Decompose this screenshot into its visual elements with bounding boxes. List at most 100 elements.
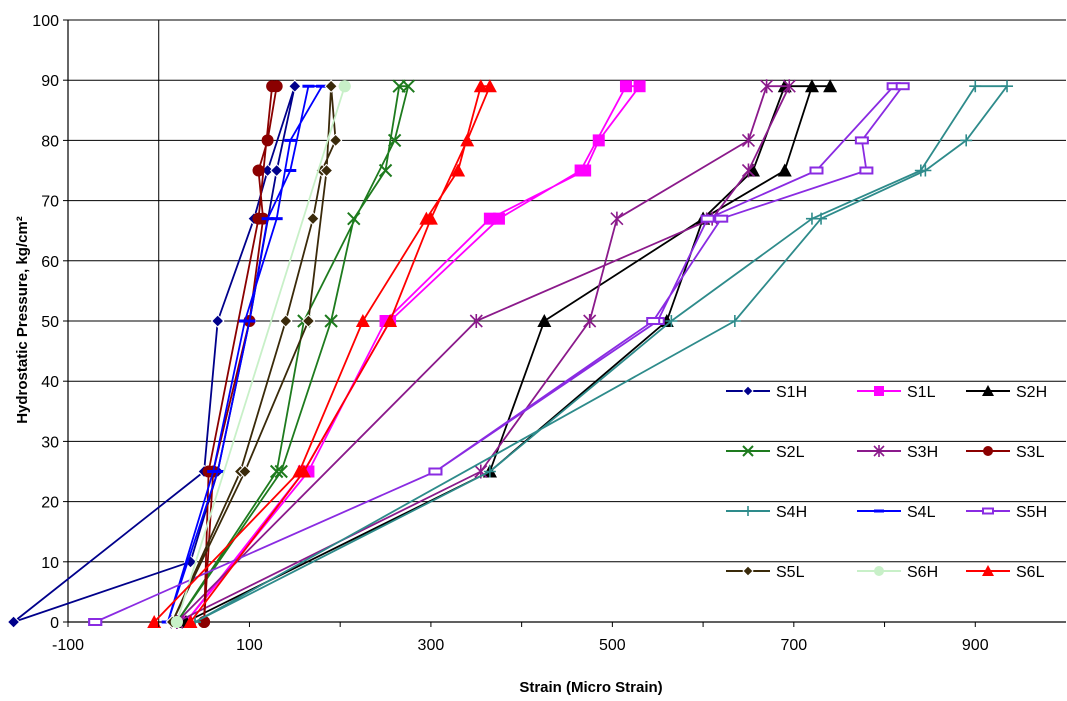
series-S2H [178, 79, 838, 628]
data-point-S4H [919, 164, 932, 177]
data-point-S6H [338, 80, 351, 93]
data-point-S1L [579, 164, 592, 177]
series-line-S6L [153, 85, 491, 623]
legend-item-S5H: S5H [966, 504, 1047, 521]
series-line-S5H [94, 85, 904, 623]
data-point-S5L [306, 211, 320, 226]
data-point-S3L [252, 164, 265, 177]
data-point-S2H [804, 79, 819, 93]
data-point-S4L [270, 217, 283, 221]
data-point-S5H [428, 467, 443, 476]
series-line-S1L [185, 85, 641, 623]
legend-label: S6L [1016, 564, 1045, 581]
data-point-S1H [288, 79, 302, 93]
data-point-S5H [859, 166, 874, 175]
data-point-S2L [274, 464, 288, 479]
data-point-S5H [700, 214, 715, 223]
y-tick-label: 50 [41, 314, 59, 331]
data-point-S1L [619, 80, 632, 93]
data-point-S2L [324, 314, 338, 328]
data-point-S3H [610, 211, 624, 226]
legend-marker [874, 386, 884, 396]
data-point-S5L [279, 314, 293, 328]
data-point-S2H [823, 79, 838, 93]
data-point-S4L [284, 169, 297, 172]
data-point-S4H [665, 315, 678, 327]
series-S4L [161, 84, 329, 624]
x-axis-title: Strain (Micro Strain) [519, 679, 662, 696]
data-point-S3L [266, 80, 279, 93]
data-point-S5L [238, 464, 252, 479]
data-point-S2L [401, 79, 415, 93]
legend-label: S6H [907, 564, 938, 581]
data-point-S5H [854, 136, 869, 145]
data-point-S6H [170, 616, 183, 628]
data-point-S4L [238, 319, 251, 323]
data-point-S2H [537, 314, 552, 327]
data-point-S6L [423, 211, 438, 225]
y-tick-label: 70 [41, 194, 59, 211]
data-point-S5L [301, 314, 316, 328]
legend-item-S6L: S6L [966, 564, 1045, 581]
x-tick-label: 500 [599, 637, 626, 654]
data-point-S4H [815, 212, 828, 225]
data-point-S6L [460, 133, 475, 147]
series-layer [6, 79, 1014, 629]
legend-label: S1L [907, 384, 936, 401]
data-point-S4L [207, 470, 220, 473]
data-point-S6L [183, 615, 198, 628]
y-tick-label: 60 [41, 254, 59, 271]
data-point-S1L [633, 80, 646, 93]
data-point-S5H [895, 82, 910, 91]
legend-marker [874, 509, 884, 513]
data-point-S1H [6, 615, 21, 629]
data-point-S3H [741, 133, 756, 148]
data-point-S5H [88, 618, 103, 626]
ticks-layer: 0 10 20 30 40 50 60 70 80 90 100 -100 100 300 500 700 90… [32, 13, 988, 654]
data-point-S4L [284, 138, 297, 142]
y-tick-label: 40 [41, 374, 59, 391]
y-tick-label: 20 [41, 495, 59, 512]
legend-item-S1H: S1H [726, 384, 807, 401]
series-S1L [179, 80, 646, 628]
legend-label: S2L [776, 444, 805, 461]
x-tick-label: 300 [418, 637, 445, 654]
data-point-S4H [1001, 80, 1014, 93]
data-point-S4L [261, 217, 274, 221]
data-point-S3H [782, 79, 796, 94]
series-S3H [170, 79, 796, 629]
data-point-S1L [492, 212, 505, 225]
legend: S1H S1L S2H S2L S3H S3L S4H S4L S5H S5L S6H S6L [726, 384, 1047, 581]
data-point-S3H [760, 79, 774, 94]
data-point-S2H [777, 163, 792, 177]
data-point-S6L [296, 464, 311, 478]
legend-label: S5L [776, 564, 805, 581]
x-tick-label: 700 [780, 637, 807, 654]
data-point-S6L [451, 163, 466, 177]
data-point-S6L [482, 79, 497, 93]
legend-item-S2L: S2L [726, 444, 805, 461]
x-tick-label: -100 [52, 637, 84, 654]
legend-marker [982, 385, 994, 396]
legend-label: S1H [776, 384, 807, 401]
legend-marker [743, 506, 753, 516]
data-point-S1L [483, 212, 496, 225]
data-point-S3H [469, 314, 483, 328]
x-tick-label: 900 [962, 637, 989, 654]
data-point-S5L [328, 133, 343, 148]
data-point-S6L [355, 314, 370, 327]
series-S5L [165, 79, 343, 629]
legend-label: S4L [907, 504, 936, 521]
legend-label: S2H [1016, 384, 1047, 401]
data-point-S6L [473, 79, 488, 93]
data-point-S6L [147, 615, 162, 628]
series-S5H [88, 82, 910, 626]
data-point-S4H [960, 134, 973, 147]
data-point-S2L [378, 163, 393, 178]
data-point-S1L [592, 134, 605, 147]
data-point-S4L [302, 84, 315, 88]
legend-item-S4L: S4L [857, 504, 936, 521]
legend-marker [742, 445, 754, 457]
data-point-S3H [741, 163, 756, 178]
